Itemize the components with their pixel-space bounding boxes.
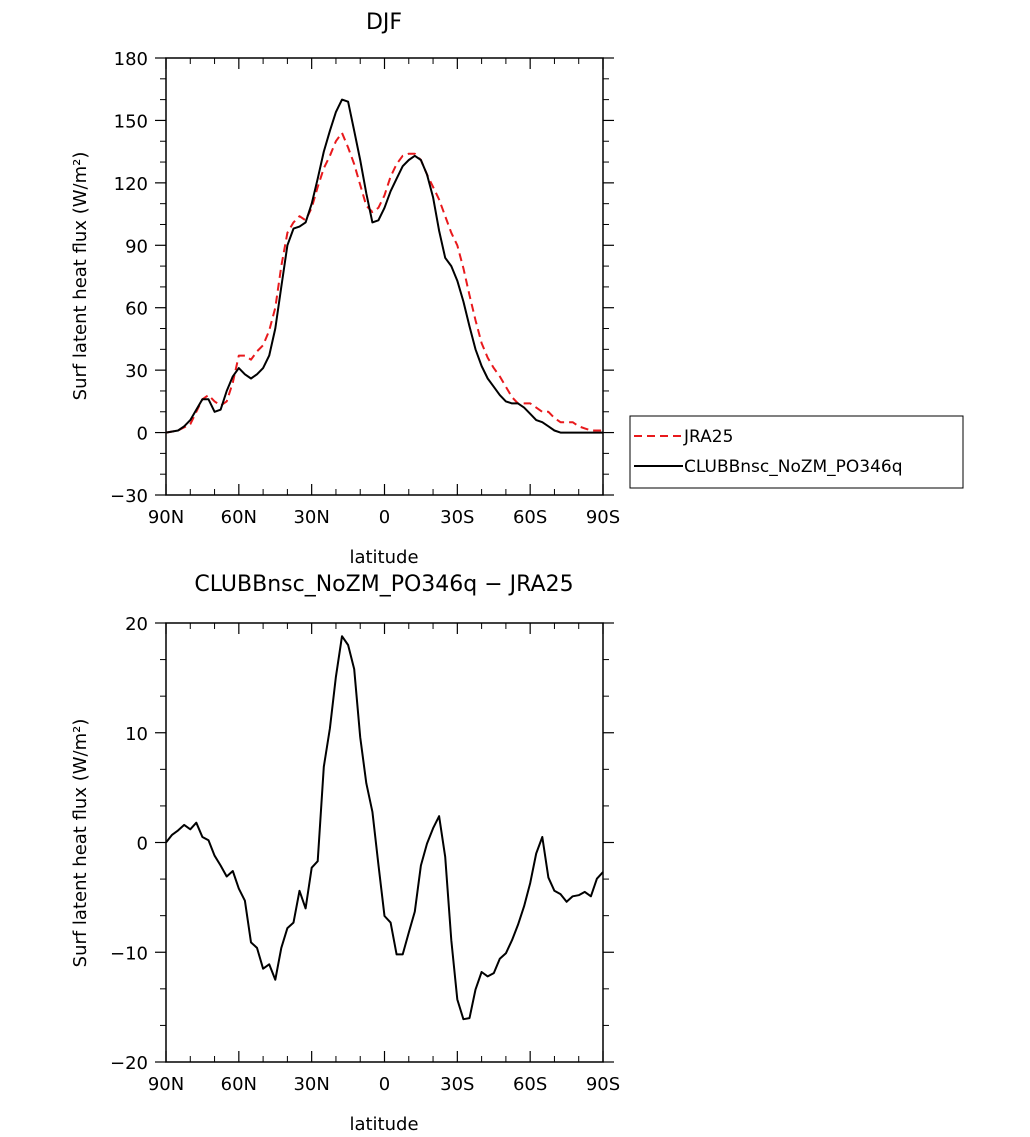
bottom-axis-ticks: 90N 60N 30N 0 30S 60S 90S −20 −10 0 10 20: [110, 614, 620, 1095]
top-series-line-clubbnsc-nozm-po346q: [165, 98, 603, 434]
top-y-tick-label: 60: [125, 299, 148, 320]
top-y-tick-label: −30: [110, 486, 148, 507]
legend-label-clubb: CLUBBnsc_NoZM_PO346q: [684, 457, 903, 477]
bottom-x-tick-label: 30N: [293, 1074, 329, 1095]
bottom-x-tick-label: 90N: [148, 1074, 184, 1095]
bottom-x-tick-label: 60N: [221, 1074, 257, 1095]
legend: JRA25 CLUBBnsc_NoZM_PO346q: [629, 415, 964, 489]
top-y-tick-label: 30: [125, 361, 148, 382]
legend-box: [629, 415, 964, 489]
bottom-plot-frame: [165, 622, 604, 1063]
top-x-tick-label: 0: [379, 507, 390, 528]
top-series-group: [165, 98, 603, 434]
bottom-chart-title: CLUBBnsc_NoZM_PO346q − JRA25: [194, 572, 573, 597]
bottom-x-tick-label: 60S: [513, 1074, 547, 1095]
bottom-x-axis-label: latitude: [349, 1114, 418, 1135]
bottom-chart-panel: CLUBBnsc_NoZM_PO346q − JRA25 90N 60N 30N 0 3…: [70, 572, 620, 1135]
top-axis-ticks: 90N 60N 30N 0 30S 60S 90S −30 0 30 60 90 120 150 180: [110, 49, 620, 528]
top-y-tick-label: 0: [137, 424, 148, 445]
top-y-axis-label: Surf latent heat flux (W/m²): [70, 152, 91, 401]
bottom-series-group: [165, 635, 604, 1021]
top-x-tick-label: 60S: [513, 507, 547, 528]
top-x-tick-label: 90S: [586, 507, 620, 528]
top-series-line-jra25: [165, 131, 603, 434]
bottom-series-line-difference-0: [165, 635, 604, 1021]
top-plot-frame: [165, 57, 604, 496]
bottom-x-tick-label: 30S: [440, 1074, 474, 1095]
legend-label-jra25: JRA25: [683, 427, 733, 447]
bottom-y-tick-label: 0: [137, 834, 148, 855]
top-chart-title: DJF: [366, 10, 402, 35]
top-x-tick-label: 30N: [293, 507, 329, 528]
top-y-tick-label: 180: [114, 49, 148, 70]
top-y-tick-label: 120: [114, 174, 148, 195]
top-x-tick-label: 60N: [221, 507, 257, 528]
bottom-x-tick-label: 0: [379, 1074, 390, 1095]
top-chart-panel: DJF 90N 60N 30N 0 30S 60S 90S −30 0 30 60 90 120 150 1…: [70, 10, 620, 568]
bottom-y-axis-label: Surf latent heat flux (W/m²): [70, 719, 91, 968]
bottom-y-tick-label: −20: [110, 1053, 148, 1074]
bottom-y-tick-label: −10: [110, 943, 148, 964]
bottom-y-tick-label: 20: [125, 614, 148, 635]
top-x-axis-label: latitude: [349, 547, 418, 568]
bottom-x-tick-label: 90S: [586, 1074, 620, 1095]
top-x-tick-label: 90N: [148, 507, 184, 528]
top-y-tick-label: 90: [125, 236, 148, 257]
bottom-y-tick-label: 10: [125, 724, 148, 745]
top-x-tick-label: 30S: [440, 507, 474, 528]
top-y-tick-label: 150: [114, 111, 148, 132]
